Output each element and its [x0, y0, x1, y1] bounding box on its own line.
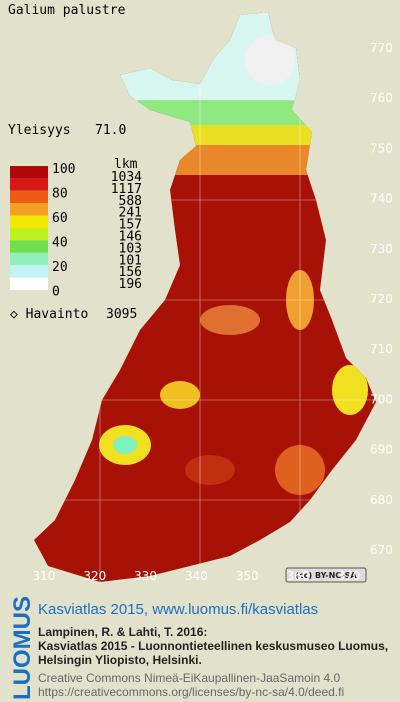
- legend-count: 103: [119, 241, 142, 256]
- legend-count: 241: [119, 206, 142, 221]
- legend-count: 146: [119, 230, 142, 245]
- y-label: 770: [370, 41, 393, 55]
- x-label: 360: [287, 569, 310, 583]
- y-label: 750: [370, 141, 393, 155]
- y-label: 720: [370, 292, 393, 306]
- y-label: 710: [370, 342, 393, 356]
- legend-scale-label: 100: [52, 162, 75, 177]
- y-label: 760: [370, 91, 393, 105]
- legend-scale-label: 80: [52, 187, 68, 202]
- legend-count: 1034: [111, 170, 142, 185]
- legend-count: 196: [119, 277, 142, 292]
- title: Galium palustre: [8, 3, 126, 18]
- legend-swatch: [10, 166, 48, 179]
- y-label: 670: [370, 543, 393, 557]
- legend-scale-label: 0: [52, 285, 60, 300]
- x-label: 370: [337, 569, 360, 583]
- legend-swatch: [10, 265, 48, 278]
- legend-count: 1117: [111, 182, 142, 197]
- legend-swatch: [10, 277, 48, 290]
- y-label: 690: [370, 443, 393, 457]
- license-line: https://creativecommons.org/licenses/by-…: [38, 685, 344, 699]
- citation-line: Kasviatlas 2015 - Luonnontieteellinen ke…: [38, 639, 388, 653]
- legend-swatch: [10, 252, 48, 266]
- legend-count: 101: [119, 253, 142, 268]
- y-label: 680: [370, 493, 393, 507]
- legend-scale-label: 20: [52, 260, 68, 275]
- x-label: 340: [185, 569, 208, 583]
- legend-scale-label: 60: [52, 211, 68, 226]
- legend-swatch: [10, 240, 48, 253]
- legend-count: 157: [119, 218, 142, 233]
- legend-swatch: [10, 178, 48, 191]
- legend-swatch: [10, 215, 48, 228]
- y-label: 740: [370, 192, 393, 206]
- license-badge: (cc) BY-NC-SA: [295, 571, 357, 580]
- legend-count: 588: [119, 194, 142, 209]
- x-label: 320: [83, 569, 106, 583]
- legend-swatch: [10, 203, 48, 216]
- legend-count: 156: [119, 265, 142, 280]
- brand: LUOMUS: [9, 596, 36, 700]
- frequency-label: Yleisyys: [8, 123, 71, 138]
- observations-label: ◇ Havainto: [10, 307, 88, 322]
- legend-scale-label: 40: [52, 236, 68, 251]
- y-label: 730: [370, 242, 393, 256]
- observations-value: 3095: [106, 307, 137, 322]
- legend-swatch: [10, 190, 48, 204]
- license-line: Creative Commons Nimeä-EiKaupallinen-Jaa…: [38, 671, 340, 685]
- x-label: 310: [33, 569, 56, 583]
- citation-line: Helsingin Yliopisto, Helsinki.: [38, 653, 202, 667]
- citation-line: Lampinen, R. & Lahti, T. 2016:: [38, 625, 207, 639]
- license-badge-box: [285, 567, 367, 583]
- x-label: 330: [134, 569, 157, 583]
- x-label: 350: [236, 569, 259, 583]
- y-label: 700: [370, 392, 393, 406]
- frequency-value: 71.0: [95, 123, 126, 138]
- legend-swatch: [10, 228, 48, 241]
- footer-heading: Kasviatlas 2015, www.luomus.fi/kasviatla…: [38, 601, 318, 618]
- count-header: lkm: [114, 157, 138, 172]
